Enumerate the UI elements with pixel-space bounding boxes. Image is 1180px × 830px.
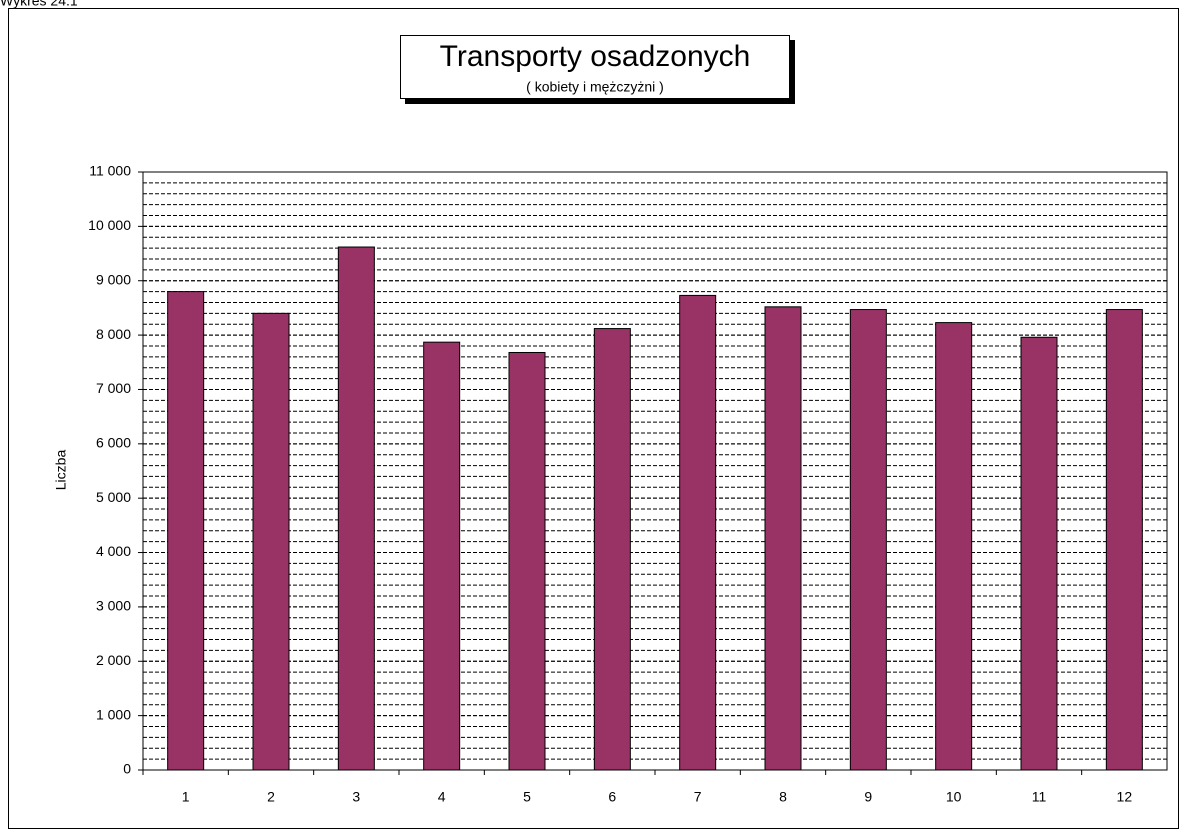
x-tick-label: 1 xyxy=(182,789,190,805)
y-axis-label: Liczba xyxy=(53,450,69,491)
x-tick-label: 10 xyxy=(946,789,962,805)
y-tick-label: 8 000 xyxy=(96,326,131,342)
x-tick-label: 9 xyxy=(864,789,872,805)
bar xyxy=(423,341,461,771)
plot-border xyxy=(142,171,1168,771)
x-tick-label: 11 xyxy=(1032,789,1047,805)
x-tick-label: 8 xyxy=(779,789,787,805)
x-tick-label: 4 xyxy=(438,789,446,805)
y-tick-label: 6 000 xyxy=(96,435,131,451)
y-tick-label: 11 000 xyxy=(89,163,131,179)
bar xyxy=(849,309,887,771)
bar xyxy=(167,291,205,771)
x-tick-label: 6 xyxy=(608,789,616,805)
bar xyxy=(252,312,290,771)
plot-area xyxy=(143,172,1167,770)
y-tick-label: 3 000 xyxy=(96,598,131,614)
y-tick-label: 2 000 xyxy=(96,652,131,668)
y-tick-label: 0 xyxy=(123,761,131,777)
x-tick-label: 12 xyxy=(1117,789,1133,805)
y-tick-label: 4 000 xyxy=(96,543,131,559)
x-tick-label: 3 xyxy=(352,789,360,805)
x-tick-label: 5 xyxy=(523,789,531,805)
bar xyxy=(764,306,802,771)
y-tick-label: 10 000 xyxy=(88,217,131,233)
x-tick-label: 7 xyxy=(694,789,702,805)
y-tick-label: 5 000 xyxy=(96,489,131,505)
x-tick-label: 2 xyxy=(267,789,275,805)
caption: Wykres 24.1 xyxy=(0,0,78,9)
y-tick-label: 7 000 xyxy=(96,380,131,396)
y-tick-label: 9 000 xyxy=(96,271,131,287)
bar xyxy=(935,322,973,771)
y-tick-label: 1 000 xyxy=(96,706,131,722)
bar xyxy=(679,294,717,771)
bar xyxy=(1020,336,1058,771)
bar xyxy=(508,351,546,771)
chart-title: Transporty osadzonych xyxy=(440,40,751,73)
bar xyxy=(593,328,631,771)
chart-subtitle: ( kobiety i mężczyżni ) xyxy=(526,79,664,95)
title-box xyxy=(400,35,790,99)
bar xyxy=(337,246,375,771)
bar xyxy=(1105,309,1143,771)
